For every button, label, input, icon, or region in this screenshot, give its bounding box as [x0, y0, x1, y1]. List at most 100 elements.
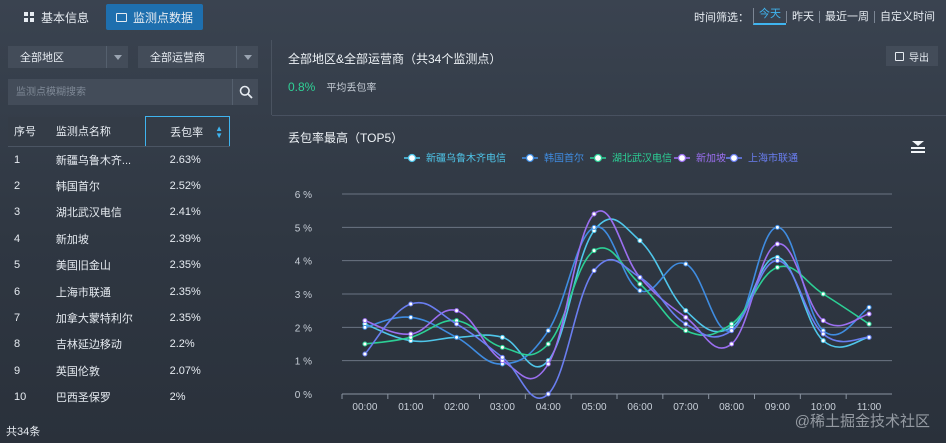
- operator-select[interactable]: 全部运营商: [138, 46, 258, 68]
- legend-item[interactable]: 上海市联通: [726, 152, 798, 165]
- data-point[interactable]: [408, 301, 414, 307]
- data-point[interactable]: [499, 334, 505, 340]
- search-icon: [239, 85, 253, 99]
- data-point[interactable]: [637, 288, 643, 294]
- table-row[interactable]: 10 巴西圣保罗 2%: [8, 384, 230, 410]
- table-row[interactable]: 2 韩国首尔 2.52%: [8, 173, 230, 199]
- table-row[interactable]: 7 加拿大蒙特利尔 2.35%: [8, 305, 230, 331]
- data-point[interactable]: [545, 391, 551, 397]
- legend-item[interactable]: 湖北武汉电信: [590, 152, 672, 165]
- data-point[interactable]: [454, 321, 460, 327]
- row-name: 新加坡: [55, 233, 89, 246]
- data-point[interactable]: [866, 311, 872, 317]
- time-option-yesterday[interactable]: 昨天: [786, 10, 819, 23]
- data-point[interactable]: [362, 351, 368, 357]
- tab-basic-info[interactable]: 基本信息: [14, 4, 99, 30]
- table-row[interactable]: 6 上海市联通 2.35%: [8, 278, 230, 304]
- data-point[interactable]: [545, 361, 551, 367]
- tab-monitor-data[interactable]: 监测点数据: [106, 4, 204, 30]
- table-row[interactable]: 5 美国旧金山 2.35%: [8, 252, 230, 278]
- data-point[interactable]: [866, 304, 872, 310]
- legend-item[interactable]: 韩国首尔: [522, 152, 584, 165]
- time-option-custom[interactable]: 自定义时间: [874, 10, 940, 23]
- time-option-today[interactable]: 今天: [753, 8, 786, 25]
- data-point[interactable]: [729, 328, 735, 334]
- data-point[interactable]: [820, 318, 826, 324]
- data-point[interactable]: [591, 211, 597, 217]
- data-point[interactable]: [499, 354, 505, 360]
- y-tick-label: 5 %: [295, 223, 312, 234]
- table-row[interactable]: 8 吉林延边移动 2.2%: [8, 331, 230, 357]
- avg-loss-rate: 0.8% 平均丢包率: [288, 79, 376, 94]
- data-point[interactable]: [774, 258, 780, 264]
- download-image-icon[interactable]: [909, 139, 927, 155]
- x-tick-label: 03:00: [490, 402, 515, 413]
- data-point[interactable]: [362, 318, 368, 324]
- data-point[interactable]: [454, 308, 460, 314]
- data-point[interactable]: [591, 224, 597, 230]
- data-point[interactable]: [820, 331, 826, 337]
- time-filter-label: 时间筛选：: [694, 11, 749, 24]
- legend-label: 湖北武汉电信: [612, 152, 672, 165]
- row-name: 巴西圣保罗: [55, 392, 111, 405]
- data-point[interactable]: [866, 321, 872, 327]
- row-loss-rate: 2%: [169, 391, 186, 404]
- table-row[interactable]: 1 新疆乌鲁木齐... 2.63%: [8, 147, 230, 173]
- data-point[interactable]: [774, 224, 780, 230]
- chevron-down-icon: [106, 46, 128, 68]
- data-point[interactable]: [683, 308, 689, 314]
- data-point[interactable]: [362, 341, 368, 347]
- y-tick-label: 2 %: [295, 323, 312, 334]
- data-point[interactable]: [820, 291, 826, 297]
- export-icon: [895, 51, 904, 61]
- data-point[interactable]: [683, 314, 689, 320]
- x-tick-label: 00:00: [352, 402, 377, 413]
- data-point[interactable]: [637, 281, 643, 287]
- data-point[interactable]: [683, 321, 689, 327]
- table-row[interactable]: 4 新加坡 2.39%: [8, 226, 230, 252]
- legend-marker: [525, 153, 535, 163]
- data-point[interactable]: [683, 261, 689, 267]
- table-row[interactable]: 9 英国伦敦 2.07%: [8, 358, 230, 384]
- x-tick-label: 06:00: [627, 402, 652, 413]
- series-line-1: [362, 218, 872, 368]
- row-loss-rate: 2.63%: [169, 153, 201, 166]
- row-index: 2: [14, 180, 21, 193]
- legend-marker: [407, 153, 417, 163]
- legend-item[interactable]: 新疆乌鲁木齐电信: [404, 152, 506, 165]
- legend-item[interactable]: 新加坡: [674, 152, 726, 165]
- data-point[interactable]: [408, 331, 414, 337]
- data-point[interactable]: [637, 274, 643, 280]
- legend-label: 新疆乌鲁木齐电信: [426, 152, 506, 165]
- data-point[interactable]: [729, 341, 735, 347]
- data-point[interactable]: [362, 324, 368, 330]
- data-point[interactable]: [591, 268, 597, 274]
- time-option-last-week[interactable]: 最近一周: [819, 10, 874, 23]
- data-point[interactable]: [454, 334, 460, 340]
- data-point[interactable]: [408, 314, 414, 320]
- data-point[interactable]: [820, 338, 826, 344]
- search-input[interactable]: [8, 79, 232, 105]
- table-row[interactable]: 3 湖北武汉电信 2.41%: [8, 199, 230, 225]
- data-point[interactable]: [774, 264, 780, 270]
- data-point[interactable]: [774, 241, 780, 247]
- data-point[interactable]: [866, 334, 872, 340]
- data-point[interactable]: [637, 238, 643, 244]
- x-tick-label: 01:00: [398, 402, 423, 413]
- series-line-2: [362, 224, 872, 367]
- search-button[interactable]: [232, 79, 258, 105]
- data-point[interactable]: [683, 328, 689, 334]
- data-point[interactable]: [591, 248, 597, 254]
- data-point[interactable]: [545, 328, 551, 334]
- data-point[interactable]: [545, 341, 551, 347]
- avg-loss-rate-value: 0.8%: [288, 80, 316, 94]
- region-select[interactable]: 全部地区: [8, 46, 128, 68]
- data-point[interactable]: [729, 321, 735, 327]
- row-index: 4: [14, 232, 21, 245]
- data-point[interactable]: [499, 344, 505, 350]
- col-loss-rate-sort[interactable]: 丢包率 ▲ ▼: [145, 116, 230, 147]
- series-line-3: [362, 247, 872, 356]
- tab-basic-info-label: 基本信息: [41, 10, 90, 25]
- tab-monitor-data-label: 监测点数据: [133, 10, 194, 25]
- export-button[interactable]: 导出: [886, 46, 938, 66]
